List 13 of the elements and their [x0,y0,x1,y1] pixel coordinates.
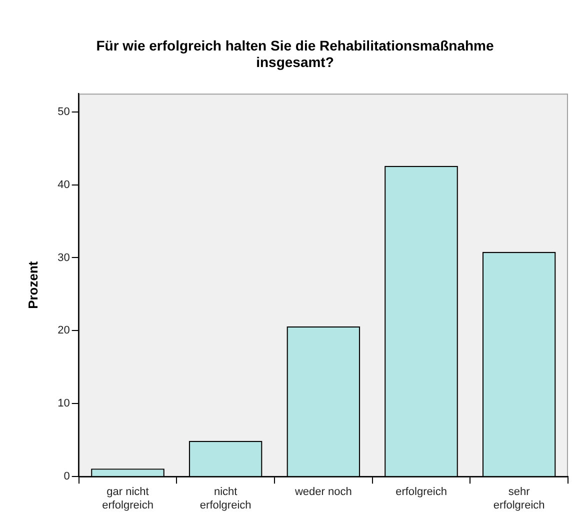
chart-title: Für wie erfolgreich halten Sie die Rehabilitationsmaßnahme insgesamt? [96,37,494,70]
y-tick-label: 50 [58,106,70,118]
x-tick-label: weder noch [294,486,352,498]
x-tick-label: nicht erfolgreich [200,486,252,512]
x-tick-label: erfolgreich [396,486,447,498]
y-axis-title: Prozent [25,260,40,309]
y-tick-label: 20 [58,324,70,337]
x-tick-label: gar nicht erfolgreich [102,486,154,512]
y-tick-label: 40 [58,178,70,191]
x-tick-label: sehr erfolgreich [493,486,545,512]
y-tick-label: 30 [58,252,70,264]
y-tick-label: 0 [64,470,70,483]
y-tick-label: 10 [58,398,70,410]
